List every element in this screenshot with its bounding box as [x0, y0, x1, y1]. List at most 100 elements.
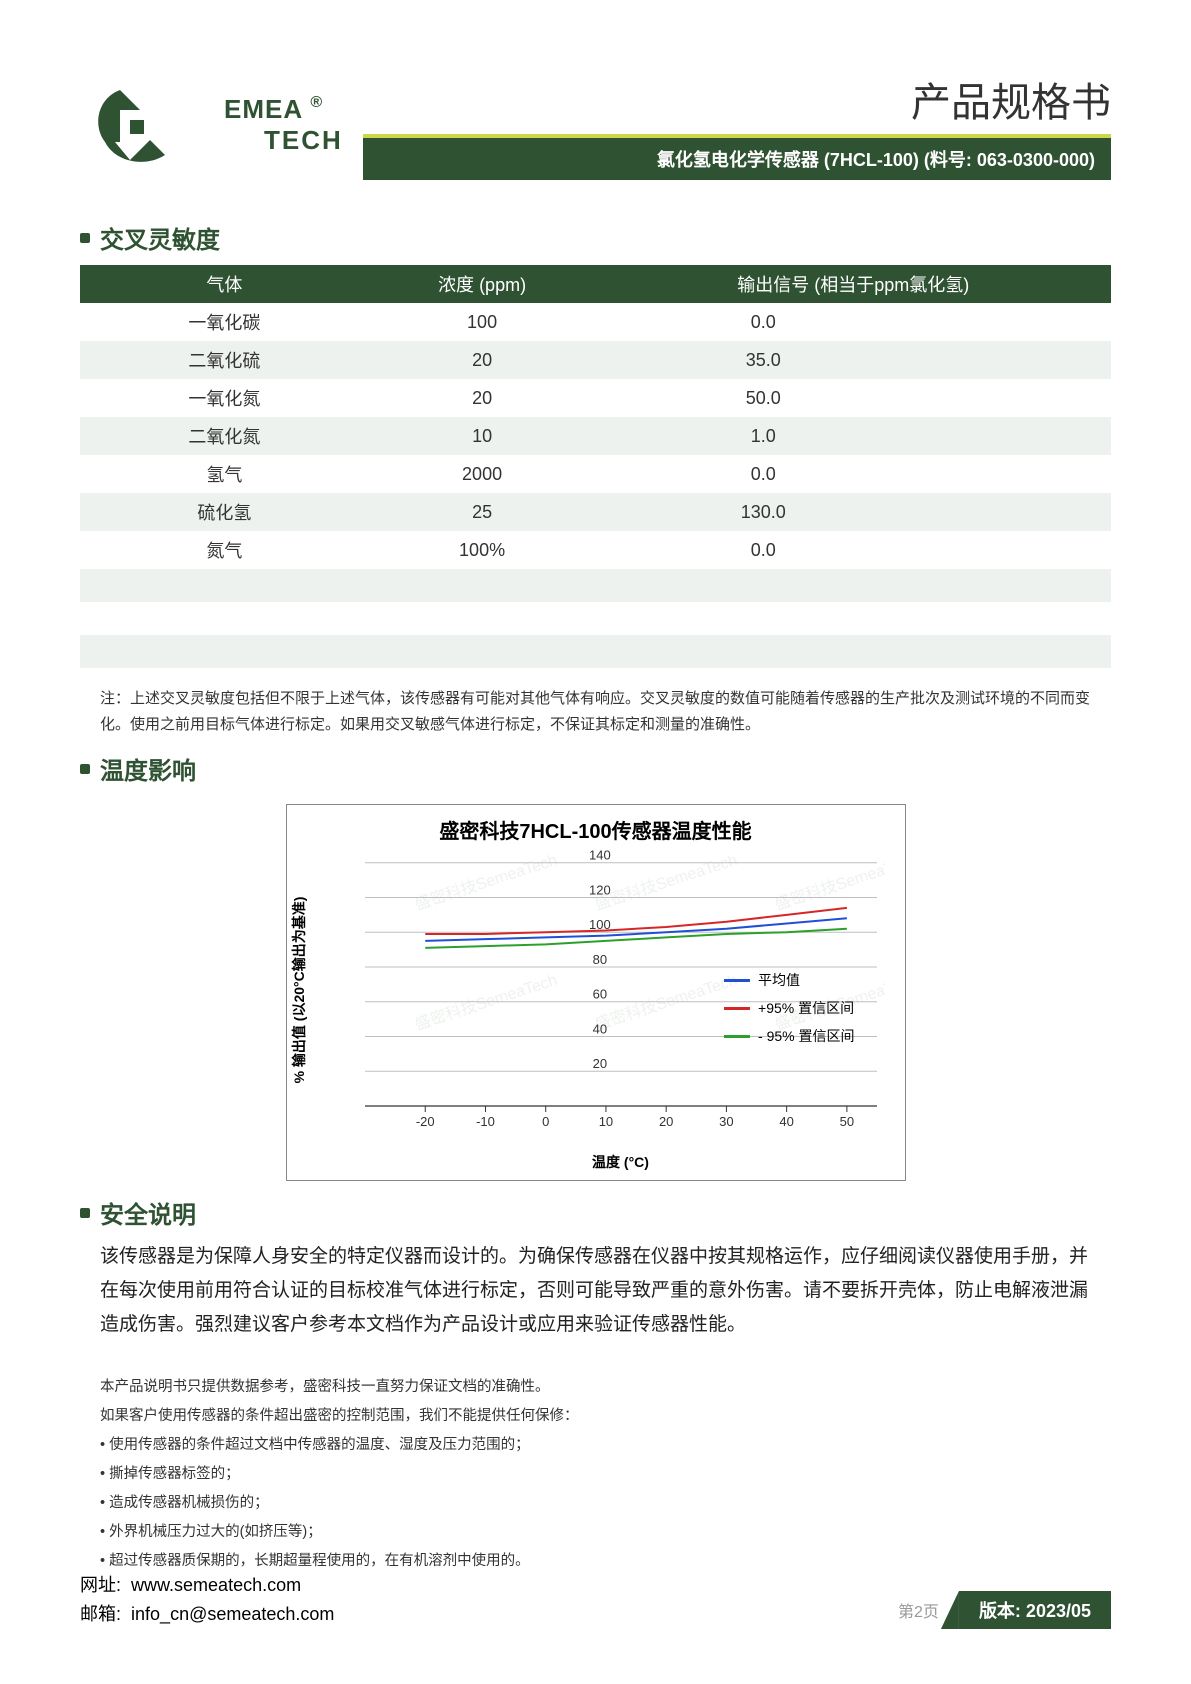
- footer-website: www.semeatech.com: [131, 1575, 301, 1595]
- cross-sensitivity-note: 注：上述交叉灵敏度包括但不限于上述气体，该传感器有可能对其他气体有响应。交叉灵敏…: [100, 686, 1091, 737]
- table-row: 氮气100%0.0: [80, 531, 1111, 569]
- svg-text:30: 30: [719, 1114, 733, 1129]
- table-row: 二氧化硫2035.0: [80, 341, 1111, 379]
- table-cell: [369, 635, 596, 668]
- chart-plot-area: % 输出值 (以20°C输出为基准) 温度 (°C) 盛密科技SemeaTech…: [357, 850, 885, 1130]
- table-cell: [595, 602, 1111, 635]
- product-subtitle: 氯化氢电化学传感器 (7HCL-100) (料号: 063-0300-000): [363, 134, 1111, 180]
- page-header: EMEA ® TECH 产品规格书 氯化氢电化学传感器 (7HCL-100) (…: [80, 70, 1111, 180]
- table-cell: 0.0: [595, 531, 1111, 569]
- table-row: [80, 602, 1111, 635]
- svg-text:盛密科技SemeaTech: 盛密科技SemeaTech: [592, 971, 739, 1034]
- table-cell: 二氧化氮: [80, 417, 369, 455]
- table-cell: [595, 569, 1111, 602]
- table-header: 浓度 (ppm): [369, 265, 596, 303]
- logo-reg-icon: ®: [310, 94, 323, 111]
- temperature-chart: 盛密科技7HCL-100传感器温度性能 % 输出值 (以20°C输出为基准) 温…: [286, 804, 906, 1181]
- table-row: 氢气20000.0: [80, 455, 1111, 493]
- svg-text:40: 40: [779, 1114, 793, 1129]
- section-title-cross: 交叉灵敏度: [100, 220, 220, 255]
- svg-text:10: 10: [598, 1114, 612, 1129]
- safety-paragraph: 该传感器是为保障人身安全的特定仪器而设计的。为确保传感器在仪器中按其规格运作，应…: [100, 1240, 1091, 1343]
- section-safety: 安全说明: [80, 1195, 1111, 1230]
- disclaimer-line: • 使用传感器的条件超过文档中传感器的温度、湿度及压力范围的；: [100, 1431, 1091, 1460]
- footer-page-number: 第2页: [898, 1598, 939, 1622]
- table-cell: [80, 635, 369, 668]
- svg-text:60: 60: [592, 987, 606, 1002]
- section-temp-effect: 温度影响: [80, 751, 1111, 786]
- table-cell: 35.0: [595, 341, 1111, 379]
- svg-text:-10: -10: [476, 1114, 495, 1129]
- table-cell: 硫化氢: [80, 493, 369, 531]
- chart-legend: 平均值 +95% 置信区间 - 95% 置信区间: [724, 970, 854, 1054]
- svg-text:140: 140: [589, 850, 611, 863]
- table-cell: 氮气: [80, 531, 369, 569]
- table-cell: 0.0: [595, 303, 1111, 341]
- logo-text-bottom: TECH: [264, 125, 343, 156]
- table-cell: 100%: [369, 531, 596, 569]
- svg-text:盛密科技SemeaTech: 盛密科技SemeaTech: [412, 971, 559, 1034]
- table-cell: 一氧化碳: [80, 303, 369, 341]
- table-cell: 10: [369, 417, 596, 455]
- table-cell: [80, 602, 369, 635]
- disclaimer-line: • 外界机械压力过大的(如挤压等)；: [100, 1518, 1091, 1547]
- svg-text:20: 20: [592, 1056, 606, 1071]
- legend-label: - 95% 置信区间: [758, 1026, 854, 1046]
- table-cell: 25: [369, 493, 596, 531]
- legend-item: +95% 置信区间: [724, 998, 854, 1018]
- logo-text-top: EMEA: [224, 94, 302, 124]
- legend-swatch: [724, 1007, 750, 1010]
- legend-label: 平均值: [758, 970, 800, 990]
- legend-item: 平均值: [724, 970, 854, 990]
- bullet-icon: [80, 1208, 90, 1218]
- svg-text:20: 20: [658, 1114, 672, 1129]
- table-row: 一氧化碳1000.0: [80, 303, 1111, 341]
- logo-text: EMEA ® TECH: [224, 94, 343, 156]
- document-title: 产品规格书: [363, 70, 1111, 128]
- svg-text:盛密科技SemeaTech: 盛密科技SemeaTech: [592, 851, 739, 914]
- footer-email: info_cn@semeatech.com: [131, 1604, 334, 1624]
- table-cell: 0.0: [595, 455, 1111, 493]
- logo: EMEA ® TECH: [80, 70, 343, 180]
- section-title-safety: 安全说明: [100, 1195, 196, 1230]
- disclaimer-list: 本产品说明书只提供数据参考，盛密科技一直努力保证文档的准确性。如果客户使用传感器…: [100, 1373, 1091, 1576]
- table-header: 气体: [80, 265, 369, 303]
- table-row: 二氧化氮101.0: [80, 417, 1111, 455]
- page-footer: 网址: www.semeatech.com 邮箱: info_cn@semeat…: [80, 1571, 1111, 1629]
- svg-text:-20: -20: [415, 1114, 434, 1129]
- title-block: 产品规格书 氯化氢电化学传感器 (7HCL-100) (料号: 063-0300…: [363, 70, 1111, 180]
- table-cell: 50.0: [595, 379, 1111, 417]
- legend-swatch: [724, 979, 750, 982]
- svg-text:40: 40: [592, 1021, 606, 1036]
- table-row: 一氧化氮2050.0: [80, 379, 1111, 417]
- svg-text:120: 120: [589, 882, 611, 897]
- table-cell: 二氧化硫: [80, 341, 369, 379]
- chart-x-axis-label: 温度 (°C): [592, 1152, 649, 1172]
- disclaimer-line: • 造成传感器机械损伤的；: [100, 1489, 1091, 1518]
- legend-item: - 95% 置信区间: [724, 1026, 854, 1046]
- svg-text:盛密科技SemeaTech: 盛密科技SemeaTech: [772, 851, 884, 914]
- legend-swatch: [724, 1035, 750, 1038]
- version-badge: 版本: 2023/05: [959, 1591, 1111, 1629]
- table-cell: [369, 602, 596, 635]
- svg-text:80: 80: [592, 952, 606, 967]
- section-title-temp: 温度影响: [100, 751, 196, 786]
- svg-text:0: 0: [542, 1114, 549, 1129]
- table-row: [80, 569, 1111, 602]
- table-row: 硫化氢25130.0: [80, 493, 1111, 531]
- cross-sensitivity-table: 气体浓度 (ppm)输出信号 (相当于ppm氯化氢) 一氧化碳1000.0二氧化…: [80, 265, 1111, 668]
- table-cell: [80, 569, 369, 602]
- section-cross-sensitivity: 交叉灵敏度: [80, 220, 1111, 255]
- table-cell: 氢气: [80, 455, 369, 493]
- table-cell: 一氧化氮: [80, 379, 369, 417]
- footer-website-label: 网址:: [80, 1575, 121, 1595]
- chart-y-axis-label: % 输出值 (以20°C输出为基准): [289, 897, 309, 1084]
- footer-contact: 网址: www.semeatech.com 邮箱: info_cn@semeat…: [80, 1571, 334, 1629]
- table-cell: 100: [369, 303, 596, 341]
- table-row: [80, 635, 1111, 668]
- table-cell: 2000: [369, 455, 596, 493]
- disclaimer-line: • 撕掉传感器标签的；: [100, 1460, 1091, 1489]
- table-cell: [595, 635, 1111, 668]
- legend-label: +95% 置信区间: [758, 998, 854, 1018]
- table-cell: 20: [369, 379, 596, 417]
